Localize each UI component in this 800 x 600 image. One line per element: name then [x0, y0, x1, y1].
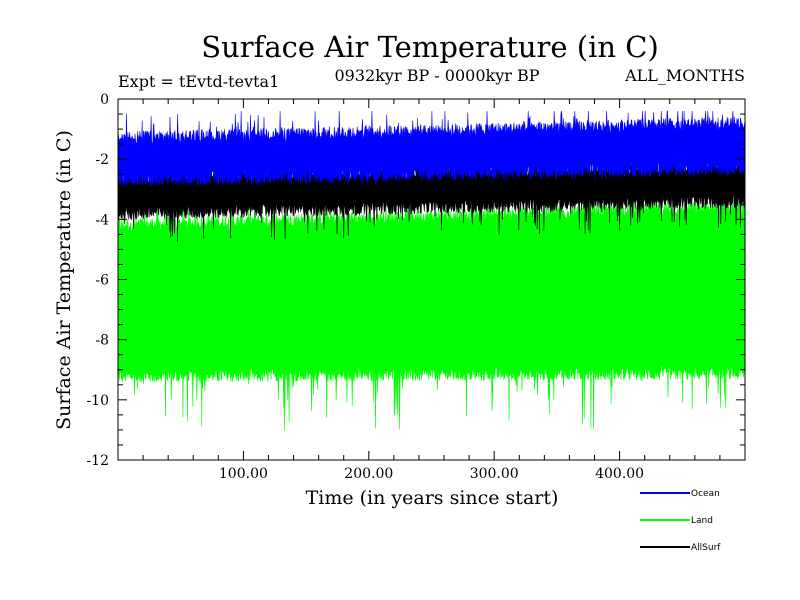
months-label: ALL_MONTHS	[624, 66, 745, 85]
y-tick-label: 0	[100, 92, 109, 108]
y-tick-label: -6	[95, 273, 109, 289]
x-axis-label: Time (in years since start)	[306, 487, 559, 509]
experiment-label: Expt = tEvtd-tevta1	[118, 72, 279, 91]
y-tick-label: -8	[95, 333, 109, 349]
legend-label-land: Land	[691, 516, 713, 526]
legend-label-ocean: Ocean	[691, 489, 720, 499]
x-tick-label: 300.00	[470, 466, 519, 482]
y-tick-label: -4	[95, 212, 109, 228]
x-tick-label: 100.00	[219, 466, 268, 482]
plot-series	[117, 110, 746, 431]
legend: Ocean Land AllSurf	[640, 489, 721, 553]
y-axis-label: Surface Air Temperature (in C)	[53, 130, 75, 430]
legend-label-allsurf: AllSurf	[691, 543, 721, 553]
x-tick-label: 200.00	[344, 466, 393, 482]
time-range-label: 0932kyr BP - 0000kyr BP	[335, 66, 540, 85]
x-tick-label: 400.00	[595, 466, 644, 482]
y-tick-label: -12	[86, 453, 109, 469]
y-tick-label: -10	[86, 393, 109, 409]
chart-title: Surface Air Temperature (in C)	[201, 30, 659, 64]
series-land	[117, 192, 746, 431]
y-tick-label: -2	[95, 152, 109, 168]
axes: 100.00 200.00 300.00 400.00 0 -2 -4 -6 -8 -10 -12	[86, 92, 746, 482]
